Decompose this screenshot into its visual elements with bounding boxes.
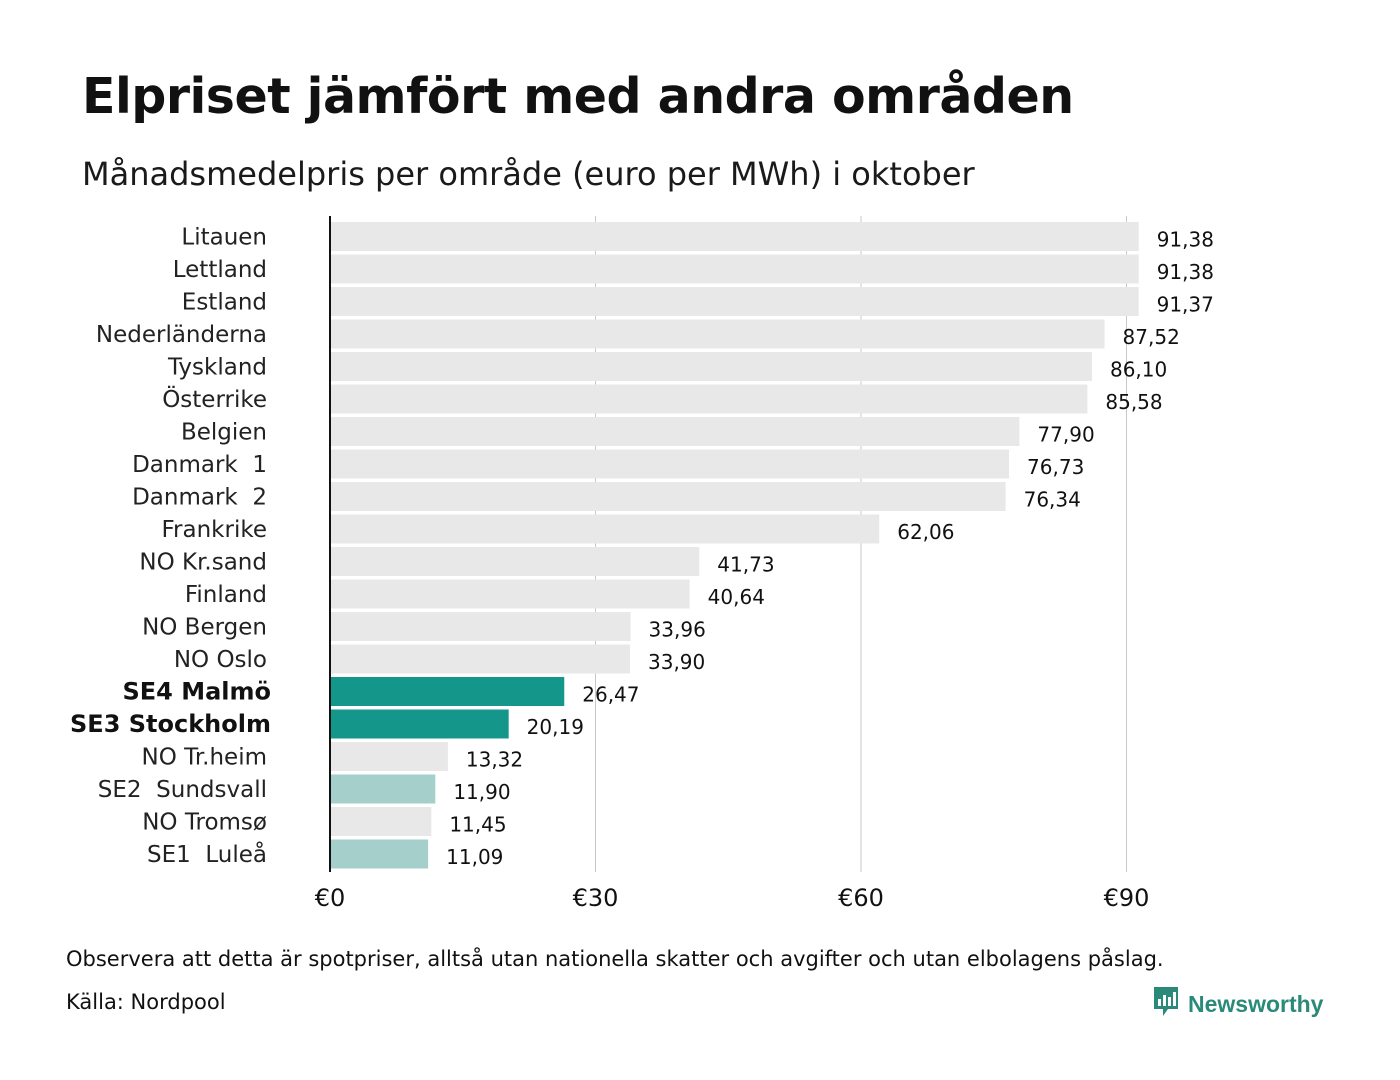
x-tick-label: €90 <box>1104 884 1150 912</box>
category-label: NO Kr.sand <box>139 550 267 576</box>
category-label: Frankrike <box>162 517 268 543</box>
bars <box>330 222 1139 869</box>
category-label: Danmark 2 <box>132 485 267 511</box>
value-label: 41,73 <box>717 553 774 577</box>
category-label: Nederländerna <box>96 322 267 348</box>
category-label: NO Bergen <box>142 615 267 641</box>
value-label: 33,90 <box>648 650 705 674</box>
value-label: 20,19 <box>527 715 584 739</box>
bar-chart: Litauen Lettland Estland Nederländerna Tyskl… <box>70 216 1214 912</box>
bar <box>330 742 448 771</box>
brand-name: Newsworthy <box>1188 990 1324 1017</box>
chart-subtitle: Månadsmedelpris per område (euro per MWh… <box>82 155 975 193</box>
value-label: 11,45 <box>449 813 506 837</box>
value-labels: 91,38 91,38 91,37 87,52 86,10 85,58 77,90 76,73… <box>446 228 1214 870</box>
category-label: Finland <box>185 582 267 608</box>
footnote: Observera att detta är spotpriser, allts… <box>66 947 1164 971</box>
x-tick-label: €60 <box>838 884 884 912</box>
category-label: SE2 Sundsvall <box>98 777 267 803</box>
bar <box>330 319 1105 349</box>
x-axis-ticks: €0 €30 €60 €90 <box>315 884 1150 912</box>
bar <box>330 352 1092 381</box>
bar <box>330 449 1010 479</box>
value-label: 76,73 <box>1027 455 1084 479</box>
category-label: Danmark 1 <box>132 452 267 478</box>
value-label: 91,38 <box>1157 260 1214 284</box>
bar <box>330 579 690 609</box>
category-label: NO Tromsø <box>142 810 267 836</box>
bar <box>330 547 700 576</box>
bar <box>330 514 880 544</box>
bar <box>330 254 1139 284</box>
value-label: 26,47 <box>582 683 639 707</box>
x-tick-label: €30 <box>573 884 619 912</box>
bar <box>330 222 1139 251</box>
value-label: 91,37 <box>1157 293 1214 317</box>
bar <box>330 384 1088 414</box>
category-labels: Litauen Lettland Estland Nederländerna Tyskl… <box>70 225 271 869</box>
bar <box>330 709 509 739</box>
category-label: Lettland <box>173 257 267 283</box>
category-label: Belgien <box>181 420 267 446</box>
category-label: Litauen <box>181 225 267 251</box>
value-label: 40,64 <box>708 585 765 609</box>
value-label: 77,90 <box>1037 423 1094 447</box>
value-label: 62,06 <box>897 520 954 544</box>
newsworthy-logo-icon <box>1152 985 1180 1023</box>
x-tick-label: €0 <box>315 884 346 912</box>
value-label: 11,09 <box>446 845 503 869</box>
bar <box>330 807 432 836</box>
bar <box>330 612 631 641</box>
category-label: Tyskland <box>167 355 267 381</box>
value-label: 11,90 <box>453 780 510 804</box>
category-label: SE1 Luleå <box>147 840 267 868</box>
value-label: 91,38 <box>1157 228 1214 252</box>
category-label: SE3 Stockholm <box>70 710 271 738</box>
bar <box>330 774 436 804</box>
value-label: 76,34 <box>1024 488 1081 512</box>
value-label: 33,96 <box>649 618 706 642</box>
category-label: Estland <box>182 290 267 316</box>
source-credit: Källa: Nordpool <box>66 990 226 1014</box>
category-label: Österrike <box>162 385 267 413</box>
bar <box>330 482 1006 511</box>
category-label: NO Oslo <box>174 647 267 673</box>
category-label: NO Tr.heim <box>142 745 267 771</box>
chart-title: Elpriset jämfört med andra områden <box>82 68 1074 125</box>
category-label: SE4 Malmö <box>122 678 271 706</box>
bar <box>330 839 429 869</box>
bar <box>330 417 1020 446</box>
value-label: 86,10 <box>1110 358 1167 382</box>
value-label: 87,52 <box>1123 325 1180 349</box>
bar <box>330 287 1139 316</box>
value-label: 13,32 <box>466 748 523 772</box>
bar <box>330 677 565 706</box>
value-label: 85,58 <box>1105 390 1162 414</box>
bar <box>330 644 631 674</box>
brand-logo: Newsworthy <box>1152 985 1323 1023</box>
